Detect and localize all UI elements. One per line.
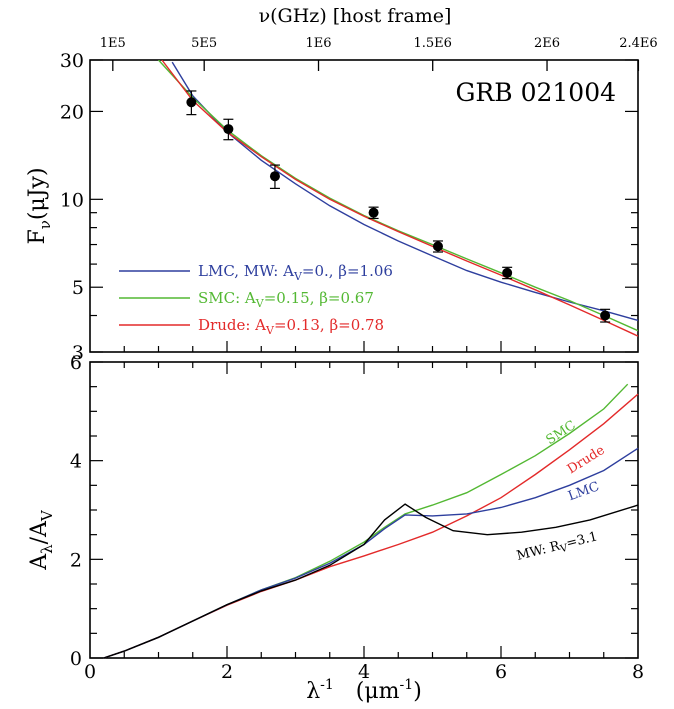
data-point (186, 97, 197, 108)
top-axis-tick-label: 2E6 (534, 36, 560, 51)
curve-label-text: SMC (544, 418, 579, 448)
top-axis-tick-label: 1E6 (305, 36, 331, 51)
legend-label-sub: V (293, 270, 303, 283)
x-tick-label: 8 (632, 661, 644, 683)
legend-label: Drude: AV=0.13, β=0.78 (198, 316, 384, 337)
top-axis-tick-label: 2.4E6 (619, 36, 657, 51)
data-point (600, 310, 611, 321)
flux-y-ticks: 3 5 10 20 30 (60, 50, 638, 364)
flux-y-axis-title-main: F (25, 229, 50, 244)
data-point (432, 241, 443, 252)
legend-label: LMC, MW: AV=0., β=1.06 (198, 262, 393, 283)
legend-label-text: SMC: A (198, 289, 256, 307)
data-point (269, 171, 280, 182)
flux-model-curve-1 (157, 60, 638, 332)
legend-label-tail: =0.13, β=0.78 (274, 316, 384, 334)
extinction-y-tick-label: 0 (70, 648, 82, 670)
top-axis-tick-label: 1.5E6 (413, 36, 451, 51)
flux-y-axis-title-tail: (μJy) (25, 167, 50, 220)
top-axis-tick-label: 1E5 (100, 36, 126, 51)
legend-label-text: LMC, MW: A (198, 262, 294, 280)
flux-y-tick-label: 20 (60, 101, 84, 123)
curve-label-lmc: LMC (566, 479, 601, 504)
top-axis-title: ν(GHz) [host frame] (259, 5, 452, 27)
data-point (368, 207, 379, 218)
x-tick-label: 0 (84, 661, 96, 683)
extinction-y-axis-title: Aλ/AV (27, 509, 56, 571)
x-tick-label: 2 (221, 661, 233, 683)
flux-y-axis-title: Fν(μJy) (25, 167, 54, 244)
flux-model-curve-0 (171, 61, 638, 322)
curve-label-tail: =3.1 (565, 529, 599, 551)
extinction-y-tick-label: 6 (70, 352, 82, 374)
legend-label-text: Drude: A (198, 316, 266, 334)
x-tick-label: 4 (358, 661, 370, 683)
flux-observations (186, 90, 611, 323)
data-point (502, 267, 513, 278)
x-axis-title-b-sup: -1 (400, 677, 414, 693)
extinction-y-axis-title-sub2: V (38, 509, 56, 522)
legend-label-sub: V (265, 324, 275, 337)
flux-y-tick-label: 30 (60, 50, 84, 72)
flux-model-curves (157, 60, 638, 337)
flux-y-tick-label: 3 (72, 342, 84, 364)
curve-label-mw: MW: RV=3.1 (515, 529, 599, 565)
chart-title: GRB 021004 (455, 78, 616, 107)
legend-label-sub: V (255, 297, 265, 310)
flux-y-axis-title-sub: ν (36, 220, 54, 229)
x-tick-label: 6 (495, 661, 507, 683)
flux-y-tick-label: 10 (60, 189, 84, 211)
extinction-y-tick-label: 4 (70, 451, 82, 473)
curve-label-smc: SMC (544, 418, 579, 448)
extinction-curve-smc (103, 383, 629, 659)
x-axis-title-a: λ (306, 679, 320, 704)
legend-label-tail: =0., β=1.06 (302, 262, 393, 280)
extinction-ticks: 0 2 4 6 0 2 4 6 8 (70, 352, 644, 683)
extinction-curves (103, 383, 639, 659)
extinction-panel-frame (89, 361, 639, 659)
extinction-y-axis-title-sub1: λ (38, 544, 56, 554)
legend-label-tail: =0.15, β=0.67 (264, 289, 374, 307)
data-point (223, 124, 234, 135)
extinction-curve-mw (103, 503, 639, 659)
top-axis-ticks: 1E5 5E5 1E6 1.5E6 2E6 2.4E6 (100, 36, 658, 71)
curve-label-sub: V (558, 543, 569, 556)
curve-label-text: MW: R (515, 538, 562, 563)
flux-y-tick-label: 5 (72, 277, 84, 299)
extinction-y-tick-label: 2 (70, 549, 82, 571)
curve-label-text: LMC (566, 479, 601, 504)
x-axis-title: λ-1 (μm-1) (306, 677, 422, 704)
extinction-y-axis-title-main: A (27, 553, 52, 571)
x-axis-title-b: (μm (356, 679, 400, 704)
x-axis-title-a-sup: -1 (320, 677, 334, 693)
x-axis-title-c: ) (413, 679, 422, 704)
flux-model-curve-2 (161, 60, 638, 337)
legend-label: SMC: AV=0.15, β=0.67 (198, 289, 374, 310)
extinction-y-axis-title-mid: /A (27, 520, 52, 544)
top-axis-tick-label: 5E5 (191, 36, 217, 51)
